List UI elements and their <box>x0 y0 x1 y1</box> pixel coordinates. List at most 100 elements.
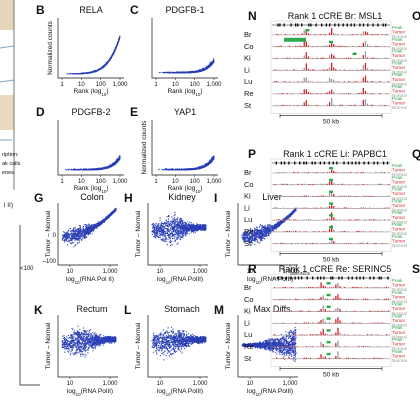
panel-f-ytick-fragment: <100 <box>20 266 34 272</box>
panel-f-axes-fragment <box>19 225 40 386</box>
panel-n-legend-tumor-li: Tumor <box>392 65 406 70</box>
panel-r-gene-exon <box>362 276 365 280</box>
panel-n-gene-exon <box>325 23 328 27</box>
panel-p-peak-ki <box>329 190 333 193</box>
panel-l-ylabel: Tumor – Normal <box>135 322 142 369</box>
panel-p-row-label-re: Re <box>244 227 254 236</box>
panel-n-legend-tumor-br: Tumor <box>392 30 406 35</box>
panel-r-gene-exon <box>306 276 308 280</box>
panel-r-gene-exon <box>355 276 358 280</box>
panel-n-gene-exon <box>329 23 331 27</box>
panel-d-title: PDGFB-2 <box>71 107 110 117</box>
panel-p-legend-normal-lu: Normal <box>392 219 407 224</box>
panel-l-title: Stomach <box>164 304 200 314</box>
panel-m-xtick-label: 1,000 <box>282 381 298 387</box>
panel-p-gene-exon <box>373 161 375 165</box>
panel-n-gene-exon <box>342 23 344 27</box>
panel-r-gene-exon <box>277 276 279 280</box>
panel-r-legend-normal-co: Normal <box>392 299 407 304</box>
panel-e-points <box>158 155 215 171</box>
panel-n-legend-tumor-ki: Tumor <box>392 53 406 58</box>
panel-r-row-label-re: Re <box>244 342 254 351</box>
panel-n-legend-peak-lu: Peak <box>392 72 403 77</box>
panel-r-title: Rank 1 cCRE Re: SERINC5 <box>279 264 392 274</box>
panel-n-gene-exon <box>308 23 310 27</box>
panel-i-title: Liver <box>262 192 282 202</box>
panel-p-gene-exon <box>351 161 353 165</box>
panel-d-axes <box>57 120 124 176</box>
panel-c-xtick-label: 1 <box>154 82 158 88</box>
panel-e-title: YAP1 <box>174 107 196 117</box>
panel-p-row-signal-co <box>274 180 390 185</box>
panel-r-gene-exon <box>300 276 303 280</box>
panel-p-row-signal-re <box>274 224 390 232</box>
panel-p-gene-exon <box>376 161 379 165</box>
panel-r-peak-st <box>326 352 331 356</box>
panel-p-gene-exon <box>358 161 360 165</box>
panel-n-gene-exon <box>283 23 285 27</box>
panel-n-gene-exon <box>367 23 369 27</box>
panel-n-row-signal-co <box>274 40 390 47</box>
panel-p-legend-peak-li: Peak <box>392 198 403 203</box>
panel-k-xtick-label: 10 <box>67 381 74 387</box>
panel-r-letter: R <box>248 262 257 276</box>
panel-n-gene-exon <box>384 23 387 27</box>
panel-n-gene-exon <box>350 23 352 27</box>
panel-n-gene-exon <box>301 23 303 27</box>
panel-p-legend-tumor-co: Tumor <box>392 179 406 184</box>
panel-k-xtick-label: 1,000 <box>102 381 118 387</box>
panel-i-axes <box>237 203 298 266</box>
panel-n-gene-exon <box>359 23 361 27</box>
panel-p-title: Rank 1 cCRE Li: PAPBC1 <box>283 149 387 159</box>
panel-r-gene-exon <box>378 276 380 280</box>
panel-h-xtick-label: 1,000 <box>192 269 208 275</box>
panel-p-legend-tumor-st: Tumor <box>392 238 406 243</box>
panel-n-gene-exon <box>337 23 340 27</box>
panel-e-ylabel: Normalized counts <box>141 120 148 175</box>
panel-r-gene-exon <box>312 276 314 280</box>
panel-n-peak-br <box>305 29 310 32</box>
panel-e-xtick-label: 100 <box>190 179 201 185</box>
panel-n-legend-normal-co: Normal <box>392 46 407 51</box>
panel-k-ylabel: Tumor – Normal <box>45 322 52 369</box>
panel-i-xtick-label: 1,000 <box>282 269 298 275</box>
panel-n-row-signal-ki <box>274 51 390 59</box>
panel-h-xtick-label: 10 <box>157 269 164 275</box>
panel-r-legend-tumor-ki: Tumor <box>392 306 406 311</box>
panel-g-axes <box>57 203 118 266</box>
panel-r-legend-peak-li: Peak <box>392 313 403 318</box>
panel-p-legend-peak-br: Peak <box>392 163 403 168</box>
panel-n-row-signal-lu <box>274 75 390 83</box>
panel-k-xlabel: log10(RNA PolII) <box>67 388 113 397</box>
panel-o-letter-partial: O <box>412 9 420 23</box>
panel-r-legend-tumor-co: Tumor <box>392 294 406 299</box>
panel-p-gene-exon <box>347 161 350 165</box>
panel-p-row-label-ki: Ki <box>244 192 251 201</box>
panel-n-gene-exon <box>382 23 384 27</box>
panel-m-letter: M <box>214 303 224 317</box>
panel-l-xtick-label: 1,000 <box>192 381 208 387</box>
panel-p-legend-normal-re: Normal <box>392 231 407 236</box>
panel-r-legend-peak-lu: Peak <box>392 325 403 330</box>
panel-p-gene-exon <box>328 161 330 165</box>
panel-r-legend-peak-st: Peak <box>392 349 403 354</box>
panel-p-peak-re <box>329 226 333 229</box>
panel-r-gene-exon <box>373 276 375 280</box>
panel-r-legend-tumor-br: Tumor <box>392 283 406 288</box>
panel-p-gene-exon <box>363 161 365 165</box>
panel-h-ylabel: Tumor – Normal <box>135 210 142 257</box>
panel-n-gene-exon <box>377 23 379 27</box>
panel-r-legend-normal-ki: Normal <box>392 311 407 316</box>
panel-p-gene-exon <box>332 161 334 165</box>
panel-r-gene-exon <box>290 276 292 280</box>
panel-n-row-label-co: Co <box>244 42 254 51</box>
panel-r-frame <box>270 273 392 367</box>
panel-n-gene-exon <box>310 23 312 27</box>
panel-n-gene-exon <box>297 23 299 27</box>
panel-n-gene-exon <box>372 23 374 27</box>
panel-r-gene-exon <box>320 276 322 280</box>
panel-e-xtick-label: 1,000 <box>206 179 222 185</box>
panel-p-row-signal-ki <box>274 190 390 197</box>
panel-r-row-signal-st <box>274 351 390 359</box>
panel-n-legend-peak-re: Peak <box>392 84 403 89</box>
